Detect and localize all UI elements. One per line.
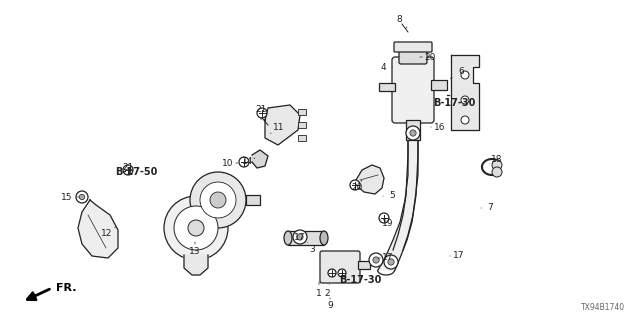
Circle shape: [257, 108, 267, 118]
Circle shape: [293, 230, 307, 244]
Text: 17: 17: [382, 253, 394, 262]
Polygon shape: [265, 105, 300, 145]
Text: 21: 21: [122, 164, 134, 172]
Circle shape: [369, 253, 383, 267]
Circle shape: [200, 182, 236, 218]
Circle shape: [239, 157, 249, 167]
FancyBboxPatch shape: [399, 47, 427, 64]
FancyBboxPatch shape: [320, 251, 360, 283]
Bar: [298, 135, 306, 141]
Bar: [246, 195, 260, 205]
Text: 17: 17: [453, 252, 465, 260]
Circle shape: [492, 167, 502, 177]
Text: 1: 1: [316, 289, 322, 298]
Circle shape: [164, 196, 228, 260]
Polygon shape: [252, 150, 268, 168]
Text: B-17-30: B-17-30: [339, 275, 381, 285]
Text: 20: 20: [351, 183, 363, 193]
Circle shape: [79, 194, 84, 200]
FancyBboxPatch shape: [394, 42, 432, 52]
Bar: [406, 120, 420, 140]
Bar: [431, 80, 447, 90]
Text: FR.: FR.: [56, 283, 77, 293]
Ellipse shape: [284, 231, 292, 245]
Text: 5: 5: [389, 191, 395, 201]
Polygon shape: [378, 135, 418, 270]
Bar: [298, 109, 306, 115]
Text: 13: 13: [189, 247, 201, 257]
Bar: [298, 122, 306, 128]
Circle shape: [190, 172, 246, 228]
Text: 19: 19: [382, 219, 394, 228]
Circle shape: [384, 255, 398, 269]
Circle shape: [406, 126, 420, 140]
Circle shape: [379, 213, 389, 223]
Text: 18: 18: [492, 156, 503, 164]
Text: 21: 21: [255, 106, 267, 115]
Circle shape: [76, 191, 88, 203]
Polygon shape: [451, 55, 479, 130]
Circle shape: [123, 165, 133, 175]
Text: 17: 17: [294, 233, 306, 242]
Circle shape: [328, 269, 336, 277]
Text: 2: 2: [324, 289, 330, 298]
Text: TX94B1740: TX94B1740: [581, 303, 625, 312]
Circle shape: [350, 180, 360, 190]
FancyBboxPatch shape: [392, 57, 434, 123]
Circle shape: [210, 192, 226, 208]
Text: 7: 7: [487, 204, 493, 212]
Text: 10: 10: [222, 158, 234, 167]
Text: 9: 9: [327, 301, 333, 310]
Bar: [358, 261, 370, 269]
Circle shape: [461, 96, 469, 104]
Circle shape: [492, 160, 502, 170]
Text: 15: 15: [61, 193, 73, 202]
Circle shape: [297, 234, 303, 240]
Text: 8: 8: [396, 15, 402, 25]
Circle shape: [338, 269, 346, 277]
Text: B-17-50: B-17-50: [115, 167, 157, 177]
Circle shape: [388, 259, 394, 265]
Circle shape: [174, 206, 218, 250]
Bar: [288, 231, 324, 245]
Text: 14: 14: [243, 157, 253, 166]
Circle shape: [410, 130, 416, 136]
Text: B-17-30: B-17-30: [433, 98, 475, 108]
Text: 3: 3: [309, 245, 315, 254]
Circle shape: [188, 220, 204, 236]
Circle shape: [373, 257, 379, 263]
Text: 6: 6: [458, 68, 464, 76]
Ellipse shape: [320, 231, 328, 245]
Bar: [379, 83, 395, 91]
Polygon shape: [356, 165, 384, 194]
Circle shape: [461, 71, 469, 79]
Polygon shape: [78, 200, 118, 258]
Text: 20: 20: [424, 52, 436, 61]
Text: 11: 11: [273, 124, 285, 132]
Circle shape: [461, 116, 469, 124]
Text: 12: 12: [101, 229, 113, 238]
Text: 16: 16: [435, 123, 445, 132]
Text: 4: 4: [380, 62, 386, 71]
Polygon shape: [184, 255, 208, 275]
